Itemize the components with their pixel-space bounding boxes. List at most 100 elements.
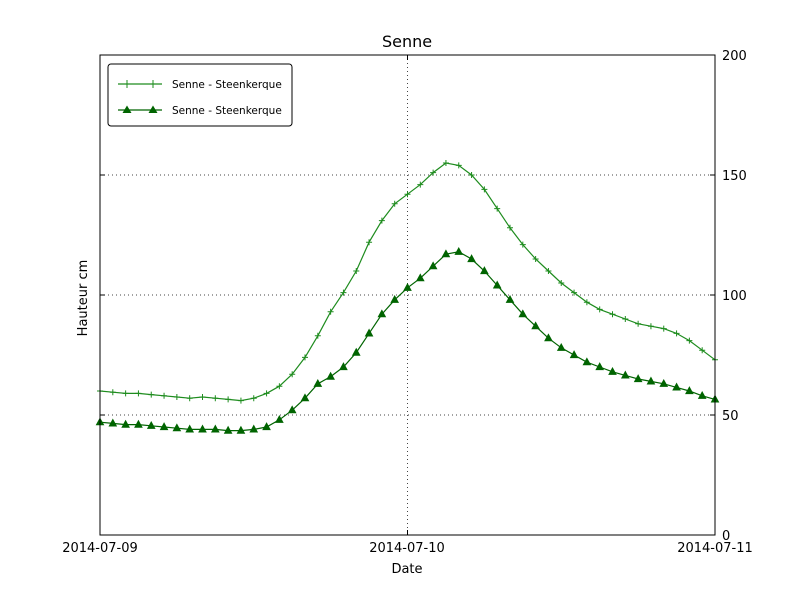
plus-marker-icon — [468, 172, 475, 178]
triangle-marker-icon — [672, 382, 681, 391]
triangle-marker-icon — [262, 422, 271, 431]
y-tick-label: 150 — [722, 169, 747, 184]
x-axis-label: Date — [391, 562, 422, 577]
plus-marker-icon — [596, 306, 603, 313]
triangle-marker-icon — [148, 105, 158, 113]
triangle-marker-icon — [313, 378, 323, 387]
triangle-marker-icon — [505, 294, 515, 303]
plus-marker-icon — [583, 299, 590, 306]
plus-marker-icon — [442, 160, 449, 166]
triangle-marker-icon — [480, 266, 489, 275]
legend-label: Senne - Steenkerque — [172, 105, 282, 117]
plus-marker-icon — [430, 169, 437, 176]
triangle-marker-icon — [595, 362, 605, 371]
x-tick-label: 2014-07-09 — [62, 541, 138, 556]
x-tick-label: 2014-07-11 — [677, 541, 753, 556]
triangle-marker-icon — [659, 378, 669, 387]
plus-marker-icon — [263, 390, 270, 397]
triangle-marker-icon — [582, 357, 592, 366]
triangle-marker-icon — [646, 376, 656, 385]
plus-marker-icon — [635, 320, 642, 327]
plus-marker-icon — [186, 395, 193, 402]
triangle-marker-icon — [275, 414, 284, 423]
triangle-marker-icon — [172, 423, 182, 432]
y-tick-label: 200 — [722, 49, 747, 64]
plus-marker-icon — [161, 392, 168, 399]
triangle-marker-icon — [467, 254, 476, 263]
plus-marker-icon — [507, 224, 513, 231]
triangle-marker-icon — [415, 273, 425, 282]
triangle-marker-icon — [556, 342, 566, 351]
y-tick-label: 50 — [722, 409, 739, 424]
plus-marker-icon — [199, 394, 206, 400]
y-tick-label: 0 — [722, 529, 730, 544]
plus-marker-icon — [545, 268, 552, 274]
plus-marker-icon — [225, 396, 232, 403]
plus-marker-icon — [173, 394, 180, 400]
plus-marker-icon — [647, 323, 654, 330]
triangle-marker-icon — [633, 374, 643, 383]
series-line-plus — [99, 162, 716, 402]
triangle-marker-icon — [249, 424, 259, 433]
plus-marker-icon — [109, 389, 116, 396]
chart-title: Senne — [382, 32, 432, 51]
triangle-marker-icon — [326, 371, 335, 380]
plus-marker-icon — [212, 395, 219, 402]
triangle-marker-icon — [134, 419, 143, 428]
plus-marker-icon — [122, 390, 129, 397]
triangle-marker-icon — [377, 309, 387, 318]
triangle-marker-icon — [287, 405, 297, 414]
plus-marker-icon — [302, 354, 308, 361]
plus-marker-icon — [519, 241, 526, 248]
triangle-marker-icon — [121, 419, 130, 428]
chart-layer — [95, 54, 720, 536]
triangle-marker-icon — [428, 261, 438, 270]
plus-marker-icon — [353, 268, 360, 274]
plus-marker-icon — [123, 80, 157, 88]
triangle-marker-icon — [544, 333, 553, 342]
triangle-marker-icon — [454, 246, 464, 255]
triangle-marker-icon — [620, 370, 630, 379]
plus-marker-icon — [558, 280, 565, 286]
triangle-marker-icon — [351, 347, 361, 356]
y-tick-label: 100 — [722, 289, 747, 304]
plus-marker-icon — [686, 337, 693, 344]
triangle-marker-icon — [685, 386, 694, 395]
plus-marker-icon — [135, 390, 142, 397]
plus-marker-icon — [340, 289, 347, 296]
triangle-marker-icon — [569, 350, 579, 359]
plot-area — [99, 54, 716, 536]
plus-marker-icon — [148, 391, 155, 398]
triangle-marker-icon — [185, 424, 195, 433]
triangle-marker-icon — [210, 424, 220, 433]
x-tick-label: 2014-07-10 — [369, 541, 445, 556]
legend: Senne - Steenkerque Senne - Steenkerque — [107, 63, 293, 127]
plus-marker-icon — [417, 181, 424, 188]
triangle-marker-icon — [300, 393, 310, 402]
plus-marker-icon — [391, 200, 398, 207]
plus-marker-icon — [314, 332, 321, 339]
plus-marker-icon — [237, 397, 244, 404]
triangle-marker-icon — [531, 321, 540, 330]
triangle-marker-icon — [198, 424, 207, 433]
plus-marker-icon — [404, 191, 411, 198]
triangle-marker-icon — [697, 390, 707, 399]
triangle-marker-icon — [518, 309, 528, 318]
triangle-marker-icon — [390, 294, 400, 303]
triangle-marker-icon — [403, 282, 412, 291]
triangle-marker-icon — [108, 418, 118, 427]
plus-marker-icon — [571, 289, 578, 296]
triangle-marker-icon — [146, 420, 156, 429]
plus-marker-icon — [609, 311, 616, 318]
triangle-marker-icon — [339, 362, 348, 371]
triangle-marker-icon — [364, 328, 374, 337]
plus-marker-icon — [366, 239, 373, 246]
triangle-marker-icon — [492, 280, 502, 289]
triangle-marker-icon — [441, 249, 451, 258]
plus-marker-icon — [327, 308, 334, 315]
plus-marker-icon — [481, 186, 488, 193]
triangle-marker-icon — [159, 422, 169, 431]
plus-marker-icon — [455, 162, 462, 169]
